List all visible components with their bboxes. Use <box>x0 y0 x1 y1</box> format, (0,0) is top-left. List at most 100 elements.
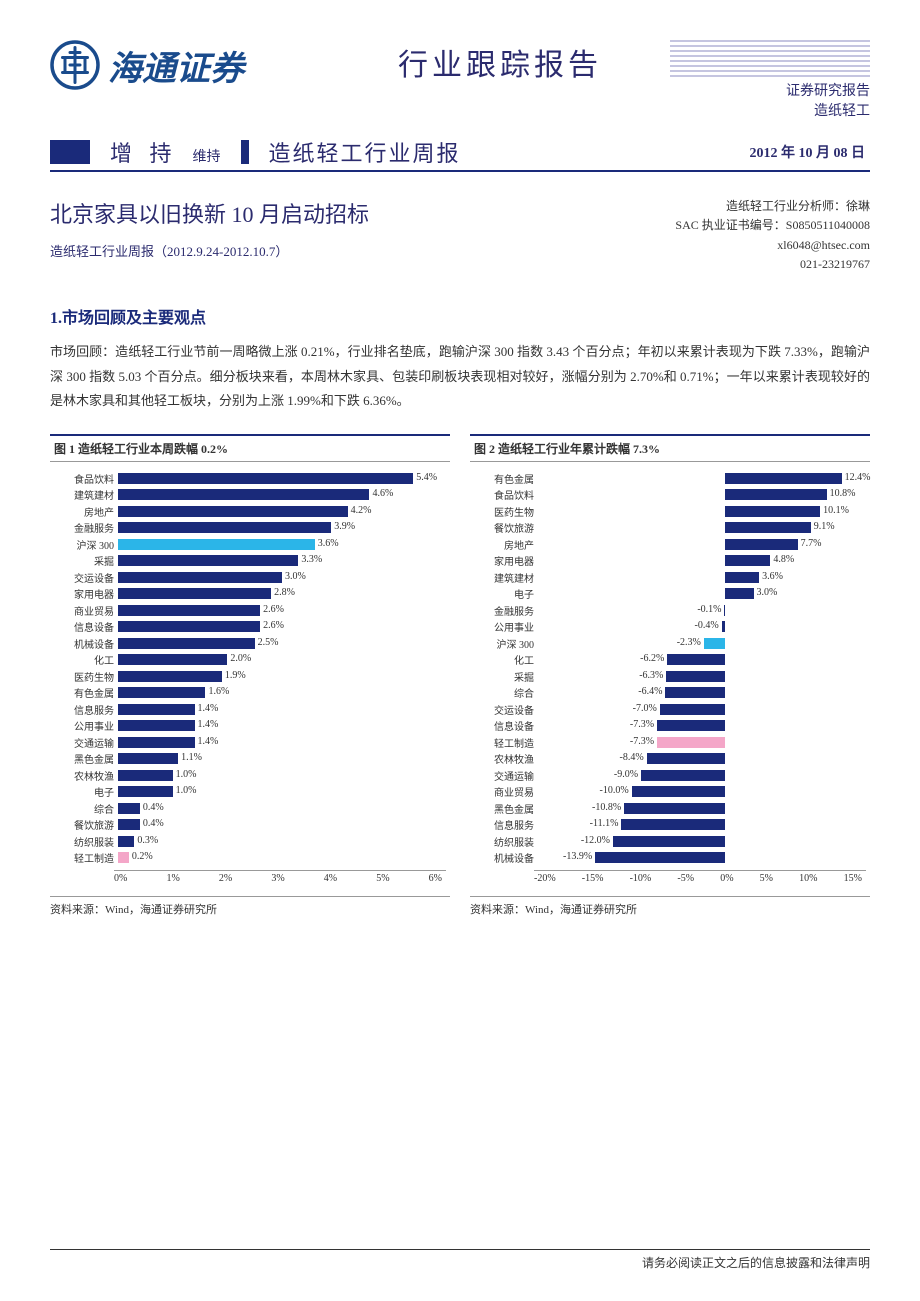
bar-label: 纺织服装 <box>474 834 538 849</box>
bar-track: 10.8% <box>538 489 866 500</box>
stripe-decoration-left <box>50 140 90 164</box>
bar-track: 1.4% <box>118 720 446 731</box>
bar-fill <box>725 539 797 550</box>
bar-value: -0.4% <box>695 620 719 631</box>
company-logo-icon <box>50 40 100 90</box>
bar-track: -0.1% <box>538 605 866 616</box>
bar-track: -8.4% <box>538 753 866 764</box>
bar-value: -7.3% <box>630 736 654 747</box>
bar-row: 食品饮料10.8% <box>474 487 866 504</box>
bar-track: 1.6% <box>118 687 446 698</box>
bar-value: 9.1% <box>814 521 835 532</box>
bar-fill <box>704 638 726 649</box>
axis-tick: 5% <box>760 873 773 884</box>
bar-value: 2.5% <box>258 637 279 648</box>
bar-row: 化工-6.2% <box>474 652 866 669</box>
right-header: 证券研究报告 造纸轻工 <box>670 40 870 121</box>
bar-label: 信息服务 <box>54 702 118 717</box>
bar-track: 4.6% <box>118 489 446 500</box>
header-row: 海通证券 行业跟踪报告 证券研究报告 造纸轻工 <box>50 40 870 121</box>
bar-value: -0.1% <box>697 604 721 615</box>
bar-fill <box>118 473 413 484</box>
rating-stripe: 增 持 维持 造纸轻工行业周报 2012 年 10 月 08 日 <box>50 136 870 168</box>
bar-fill <box>118 506 348 517</box>
bar-value: 1.4% <box>198 719 219 730</box>
axis-ticks: -20%-15%-10%-5%0%5%10%15% <box>534 870 866 884</box>
bar-label: 沪深 300 <box>54 537 118 552</box>
bar-label: 有色金属 <box>474 471 538 486</box>
bar-track: -0.4% <box>538 621 866 632</box>
bar-value: 1.4% <box>198 736 219 747</box>
logo-block: 海通证券 <box>50 40 330 90</box>
bar-label: 医药生物 <box>474 504 538 519</box>
bar-value: -10.8% <box>592 802 621 813</box>
bar-value: -2.3% <box>677 637 701 648</box>
bar-track: 12.4% <box>538 473 866 484</box>
bar-row: 建筑建材 4.6% <box>54 487 446 504</box>
rating-status: 维持 <box>193 146 221 166</box>
stripe-spacer <box>481 140 750 164</box>
bar-value: -12.0% <box>581 835 610 846</box>
bar-fill <box>118 621 260 632</box>
bar-fill <box>624 803 725 814</box>
bar-track: 3.3% <box>118 555 446 566</box>
bar-value: 4.6% <box>372 488 393 499</box>
chart-2-body: 有色金属12.4%食品饮料10.8%医药生物10.1%餐饮旅游9.1%房地产7.… <box>470 462 870 888</box>
bar-value: 3.6% <box>762 571 783 582</box>
bar-row: 机械设备-13.9% <box>474 850 866 867</box>
bar-fill <box>725 489 826 500</box>
bar-track: 2.5% <box>118 638 446 649</box>
bar-value: 1.9% <box>225 670 246 681</box>
bar-value: -11.1% <box>590 818 619 829</box>
bar-row: 轻工制造-7.3% <box>474 734 866 751</box>
bar-label: 建筑建材 <box>54 487 118 502</box>
bar-label: 商业贸易 <box>54 603 118 618</box>
bar-fill <box>666 671 725 682</box>
bar-value: 3.3% <box>301 554 322 565</box>
bar-track: 3.6% <box>538 572 866 583</box>
bar-fill <box>722 621 726 632</box>
bar-row: 纺织服装0.3% <box>54 833 446 850</box>
bar-fill <box>595 852 725 863</box>
bar-label: 综合 <box>54 801 118 816</box>
bar-value: -10.0% <box>600 785 629 796</box>
bar-label: 交通运输 <box>474 768 538 783</box>
analyst-name: 造纸轻工行业分析师：徐琳 <box>610 197 870 216</box>
bar-fill <box>725 572 759 583</box>
bar-row: 医药生物1.9% <box>54 668 446 685</box>
axis-tick: -10% <box>630 873 652 884</box>
bar-row: 食品饮料5.4% <box>54 470 446 487</box>
bar-fill <box>647 753 726 764</box>
bar-track: 0.4% <box>118 803 446 814</box>
bar-track: -7.3% <box>538 737 866 748</box>
bar-label: 农林牧渔 <box>54 768 118 783</box>
analyst-license: SAC 执业证书编号：S0850511040008 <box>610 216 870 235</box>
bar-label: 有色金属 <box>54 685 118 700</box>
bar-fill <box>657 720 725 731</box>
bar-fill <box>118 737 195 748</box>
bar-value: 1.1% <box>181 752 202 763</box>
bar-row: 综合-6.4% <box>474 685 866 702</box>
bar-label: 公用事业 <box>54 718 118 733</box>
bar-track: -13.9% <box>538 852 866 863</box>
sector-label: 造纸轻工 <box>670 102 870 122</box>
bar-row: 公用事业 1.4% <box>54 718 446 735</box>
bar-row: 建筑建材3.6% <box>474 569 866 586</box>
bar-row: 农林牧渔-8.4% <box>474 751 866 768</box>
bar-row: 采掘3.3% <box>54 553 446 570</box>
bar-value: -7.3% <box>630 719 654 730</box>
axis-tick: -5% <box>677 873 694 884</box>
bar-row: 交运设备-7.0% <box>474 701 866 718</box>
bar-track: -9.0% <box>538 770 866 781</box>
title-left: 北京家具以旧换新 10 月启动招标 造纸轻工行业周报（2012.9.24-201… <box>50 197 580 274</box>
bar-fill <box>118 803 140 814</box>
chart-2-source: 资料来源：Wind，海通证券研究所 <box>470 896 870 917</box>
bar-track: -6.3% <box>538 671 866 682</box>
analyst-phone: 021-23219767 <box>610 255 870 274</box>
bar-row: 家用电器4.8% <box>474 553 866 570</box>
bar-track: 3.0% <box>538 588 866 599</box>
bar-track: -2.3% <box>538 638 866 649</box>
bar-row: 金融服务3.9% <box>54 520 446 537</box>
bar-value: -6.2% <box>640 653 664 664</box>
bar-fill <box>632 786 726 797</box>
